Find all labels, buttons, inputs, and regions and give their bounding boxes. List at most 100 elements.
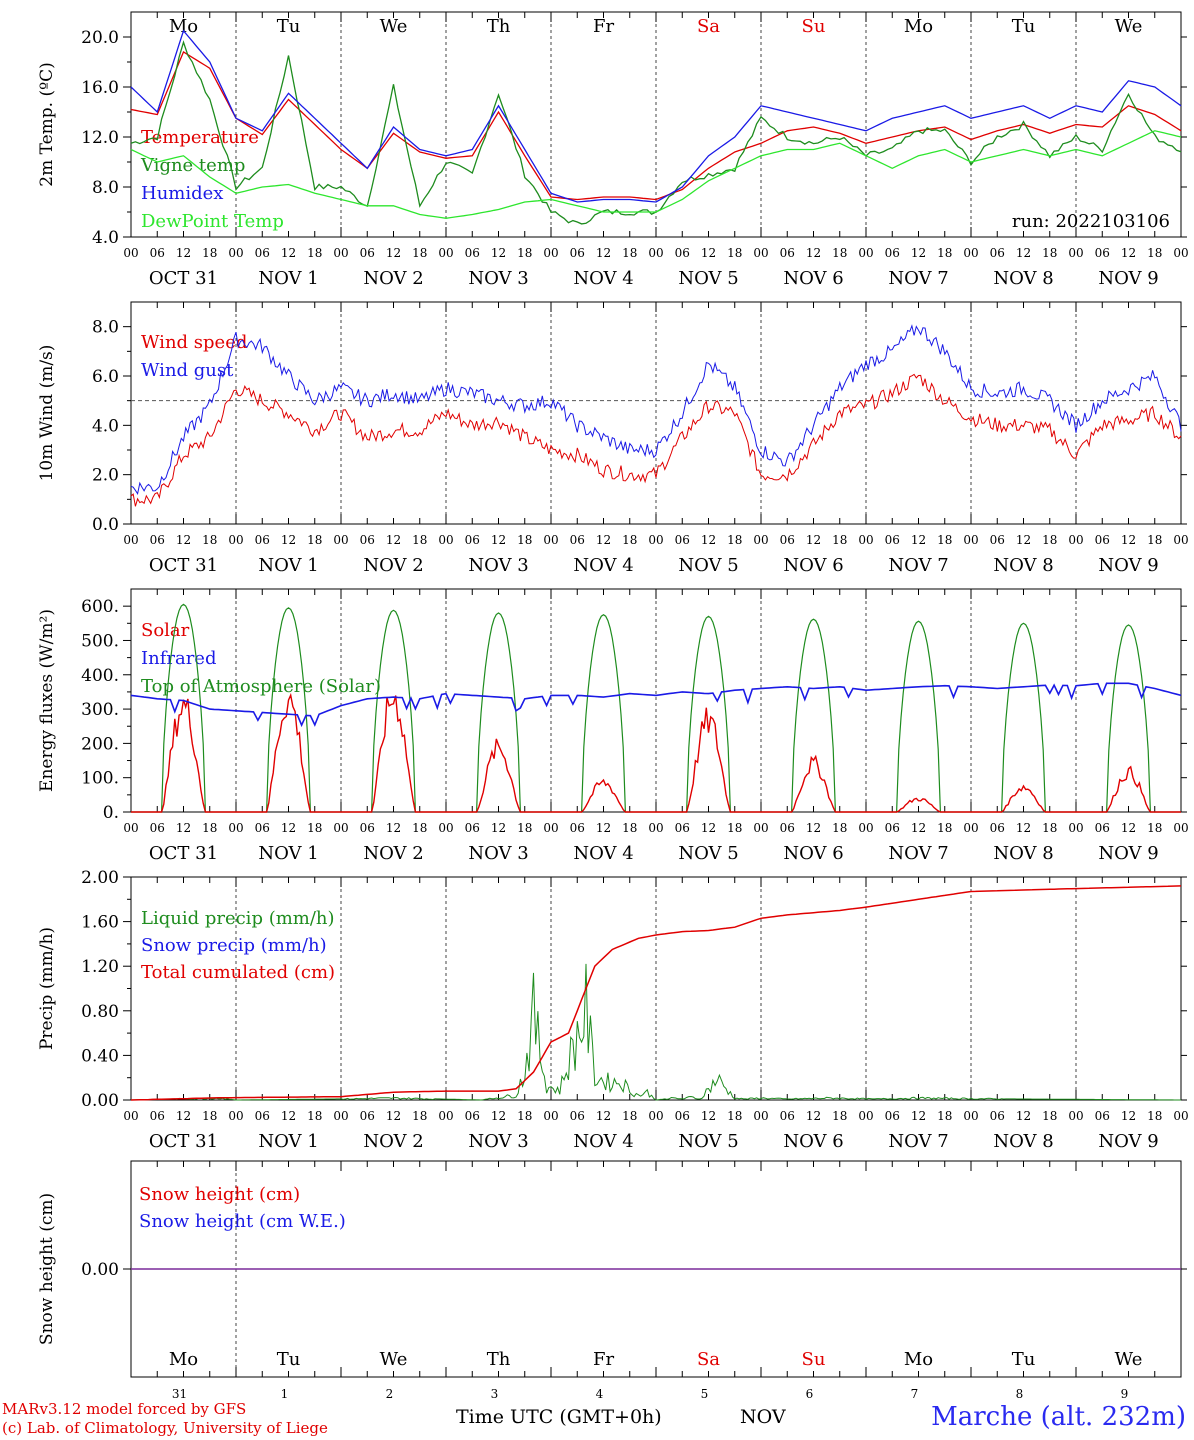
date-label: OCT 31 [149,1131,218,1152]
legend-snow-0: Snow height (cm) [139,1184,300,1205]
xtick-label: 06 [465,533,480,547]
date-label: NOV 2 [363,268,423,289]
ytick-label: 8.0 [92,318,119,338]
date-label: NOV 8 [993,1131,1053,1152]
xtick-label: 18 [307,1109,322,1123]
xtick-label: 00 [858,246,873,260]
day-number: 8 [1016,1387,1024,1401]
xtick-label: 18 [1147,246,1162,260]
xtick-label: 00 [648,821,663,835]
date-label: NOV 2 [363,1131,423,1152]
xtick-label: 00 [1173,533,1188,547]
date-label: NOV 6 [783,555,843,576]
xtick-label: 00 [123,821,138,835]
yaxis-label-precip: Precip (mm/h) [37,927,57,1050]
series-line-wind-gust [130,324,1182,495]
xtick-label: 12 [596,533,611,547]
xtick-label: 00 [1173,1109,1188,1123]
xtick-label: 12 [1016,246,1031,260]
date-label: NOV 1 [258,1131,318,1152]
day-name-top: Fr [593,16,614,37]
date-label: NOV 3 [468,555,528,576]
ytick-label: 200. [81,734,119,754]
ytick-label: 2.0 [92,466,119,486]
xtick-label: 12 [596,1109,611,1123]
xtick-label: 06 [1095,246,1110,260]
xtick-label: 00 [543,821,558,835]
xtick-label: 12 [491,1109,506,1123]
date-label: NOV 4 [573,555,633,576]
xtick-label: 00 [1068,246,1083,260]
xtick-label: 06 [780,246,795,260]
xtick-label: 18 [412,533,427,547]
xtick-label: 00 [753,821,768,835]
xtick-label: 18 [622,821,637,835]
date-label: NOV 5 [678,843,738,864]
date-label: NOV 7 [888,1131,948,1152]
date-label: NOV 4 [573,843,633,864]
xtick-label: 00 [543,246,558,260]
xtick-label: 12 [806,246,821,260]
xtick-label: 06 [990,821,1005,835]
xtick-label: 12 [1121,821,1136,835]
xtick-label: 06 [885,821,900,835]
xtick-label: 18 [517,821,532,835]
xtick-label: 00 [648,533,663,547]
xtick-label: 18 [727,821,742,835]
xtick-label: 18 [937,821,952,835]
xtick-label: 06 [360,1109,375,1123]
xtick-label: 18 [517,246,532,260]
xtick-label: 12 [176,533,191,547]
xtick-label: 12 [1121,533,1136,547]
xtick-label: 06 [675,533,690,547]
date-label: NOV 6 [783,268,843,289]
day-name-top: Tu [1012,16,1036,37]
ytick-label: 0.80 [81,1002,119,1022]
legend-energy-2: Top of Atmosphere (Solar) [141,676,381,697]
xtick-label: 00 [123,533,138,547]
xtick-label: 00 [543,533,558,547]
xtick-label: 18 [1147,533,1162,547]
xtick-label: 00 [438,246,453,260]
xtick-label: 18 [202,533,217,547]
xtick-label: 12 [386,1109,401,1123]
xtick-label: 00 [438,1109,453,1123]
xtick-label: 18 [622,246,637,260]
ytick-label: 1.60 [81,913,119,933]
day-number: 2 [386,1387,394,1401]
date-label: OCT 31 [149,843,218,864]
xtick-label: 12 [701,246,716,260]
day-name-top: Su [802,16,826,37]
xtick-label: 12 [701,533,716,547]
run-label: run: 2022103106 [1012,211,1170,232]
day-name-bottom: Mo [904,1349,933,1370]
legend-precip-2: Total cumulated (cm) [141,962,335,983]
date-label: NOV 1 [258,268,318,289]
day-name-top: Sa [697,16,720,37]
xtick-label: 06 [465,246,480,260]
xtick-label: 18 [307,821,322,835]
day-name-bottom: We [380,1349,408,1370]
model-credit: MARv3.12 model forced by GFS [2,1400,247,1418]
xtick-label: 06 [465,821,480,835]
xtick-label: 12 [491,533,506,547]
day-name-bottom: Th [487,1349,511,1370]
xtick-label: 06 [570,821,585,835]
xtick-label: 06 [255,533,270,547]
month-label: NOV [740,1406,786,1428]
date-label: NOV 9 [1098,555,1158,576]
xtick-label: 12 [911,533,926,547]
xtick-label: 00 [1173,821,1188,835]
xtick-label: 00 [333,246,348,260]
xtick-label: 00 [753,1109,768,1123]
date-label: NOV 8 [993,843,1053,864]
time-axis-label: Time UTC (GMT+0h) [456,1406,662,1428]
xtick-label: 06 [885,1109,900,1123]
series-line-temperature [130,51,1182,201]
xtick-label: 12 [386,246,401,260]
xtick-label: 18 [1147,821,1162,835]
yaxis-label-temp: 2m Temp. (ºC) [37,62,57,187]
date-label: NOV 5 [678,1131,738,1152]
xtick-label: 00 [228,246,243,260]
yaxis-label-snow: Snow height (cm) [37,1193,57,1345]
